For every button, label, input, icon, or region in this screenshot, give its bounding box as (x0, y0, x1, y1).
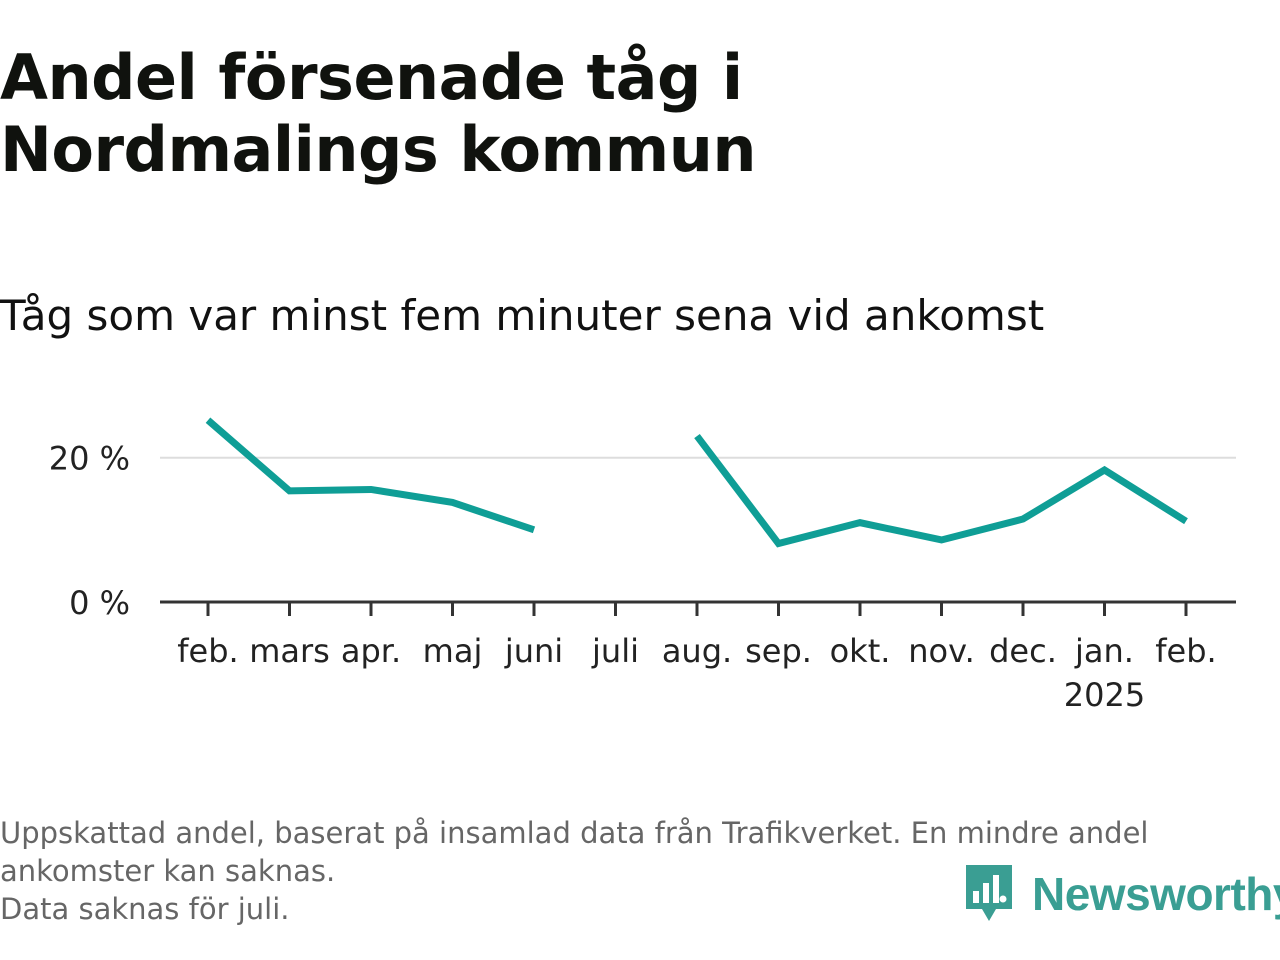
x-tick-label: juli (591, 632, 639, 670)
series-line-segment (694, 433, 1188, 548)
brand-name: Newsworthy (1032, 868, 1280, 920)
footnote-line: ankomster kan saknas. (0, 854, 336, 888)
series-line-segment (205, 417, 536, 534)
x-tick-label: okt. (830, 632, 891, 670)
x-axis-tick-labels: feb. mars apr. maj juni juli aug. sep. okt. nov. d… (177, 632, 1216, 714)
x-tick-label: feb. (1155, 632, 1216, 670)
x-tick-label: maj (423, 632, 483, 670)
brand-logo: Newsworthy (964, 862, 1280, 926)
footnote-line: Uppskattad andel, baserat på insamlad da… (0, 816, 1149, 850)
x-tick-label: jan. (1074, 632, 1134, 670)
x-axis (160, 600, 1236, 616)
chart-subtitle: Tåg som var minst fem minuter sena vid a… (0, 291, 1045, 340)
x-tick-label: juni (504, 632, 563, 670)
y-tick-label: 20 % (49, 440, 130, 478)
x-tick-label: apr. (341, 632, 401, 670)
y-axis-tick-labels: 0 % 20 % (49, 440, 130, 622)
x-tick-label: nov. (908, 632, 974, 670)
x-tick-sublabel: 2025 (1064, 676, 1145, 714)
x-tick-label: dec. (989, 632, 1057, 670)
bar-chart-speech-bubble-icon (966, 865, 1012, 921)
y-tick-label: 0 % (69, 584, 130, 622)
x-tick-label: feb. (177, 632, 238, 670)
series-line (205, 417, 1188, 548)
chart-title: Andel försenade tåg i Nordmalings kommun (0, 41, 757, 186)
footnote-line: Data saknas för juli. (0, 892, 290, 926)
x-tick-label: sep. (745, 632, 812, 670)
x-tick-label: mars (249, 632, 330, 670)
footnote: Uppskattad andel, baserat på insamlad da… (0, 814, 1270, 928)
x-tick-label: aug. (662, 632, 732, 670)
